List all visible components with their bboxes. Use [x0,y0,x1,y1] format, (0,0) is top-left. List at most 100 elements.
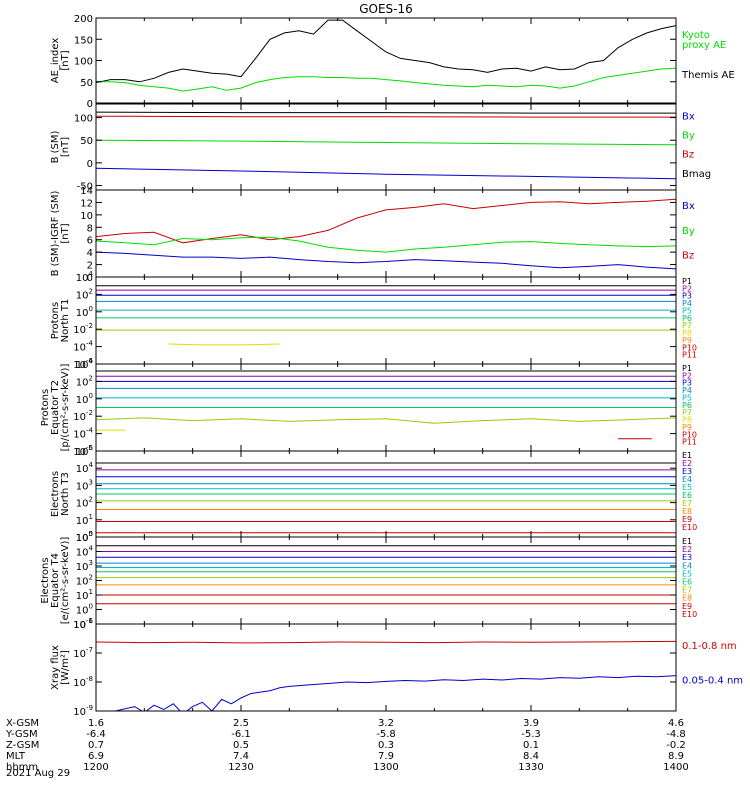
y-axis-label: Protons [40,389,51,426]
legend-entry: E2 [682,459,692,468]
y-tick-label: 10-7 [73,646,93,660]
legend-entry: E7 [682,586,692,595]
y-tick-label: 2 [87,261,93,272]
axis-row-value: -5.3 [521,729,541,740]
series-group [96,111,676,180]
y-tick-label: 6 [87,236,93,247]
y-axis-label: North T3 [60,472,71,516]
legend-entry: P11 [682,351,697,360]
panel-2: -50 0 50 100 B (SM) [nT] Bx By Bz Bmag [50,103,711,192]
y-tick-label: 102 [76,374,93,388]
axis-row-value: 1400 [663,762,688,773]
y-tick-label: 10-2 [73,409,93,423]
axis-row-value: 0.1 [523,740,539,751]
axis-row-value: 3.2 [378,718,394,729]
axis-row-value: -0.2 [666,740,686,751]
y-tick-label: 14 [80,186,93,197]
legend-entry: 0.05-0.4 nm [682,676,743,687]
legend-entry: P11 [682,438,697,447]
legend-entry: P3 [682,379,692,388]
axis-row-value: -4.8 [666,729,686,740]
series-group [96,285,676,346]
axis-row-value: 1300 [373,762,398,773]
axis-row-label: MLT [6,751,26,762]
axis-row-value: -6.1 [231,729,251,740]
axis-row-value: 0.7 [88,740,104,751]
axis-row-value: 1200 [83,762,108,773]
y-axis-label: Equator T2 [50,380,61,435]
y-axis-label: [e/(cm²-s-sr-keV)] [60,537,71,625]
axis-row-label: Z-GSM [6,740,39,751]
legend-entry: By [682,226,695,237]
y-tick-label: 105 [76,530,93,544]
series-line-Bx [96,251,676,270]
y-tick-label: 0 [87,273,93,284]
legend-entry: P1 [682,364,692,373]
series-group [96,198,676,270]
series-line-By [96,236,676,253]
legend-entry: P6 [682,314,692,323]
legend-entry: P8 [682,416,692,425]
legend-entry: Bz [682,251,694,262]
y-tick-label: 10 [80,211,93,222]
y-tick-label: 100 [76,392,93,406]
y-axis-label: Protons [50,302,61,339]
axis-row-value: 6.9 [88,751,104,762]
y-tick-label: 10-2 [73,322,93,336]
y-tick-label: 150 [74,35,93,46]
axis-row-label: Y-GSM [5,729,38,740]
series-group [96,370,676,440]
legend-entry: proxy AE [682,40,726,51]
legend-entry: E1 [682,537,692,546]
series-line-0.1-0.8-nm [96,640,676,644]
legend-entry: E6 [682,578,692,587]
series-line-Kyoto-proxy-AE [96,67,676,92]
axis-row-value: 8.9 [668,751,684,762]
legend-entry: P6 [682,401,692,410]
y-axis-label: Equator T4 [50,553,61,608]
legend-entry: P9 [682,336,692,345]
axis-row-value: 0.3 [378,740,394,751]
legend-entry: E1 [682,451,692,460]
y-tick-label: 8 [87,223,93,234]
y-axis-label: [W/m²] [60,650,71,685]
legend-entry: Themis AE [681,70,735,81]
series-group [96,545,676,605]
legend-entry: Bmag [682,169,711,180]
legend-entry: P3 [682,292,692,301]
legend-entry: 0.1-0.8 nm [682,641,737,652]
y-axis-label: North T1 [60,299,71,343]
series-line-By [96,139,676,146]
y-tick-label: 10-4 [73,427,93,441]
legend-entry: E9 [682,515,692,524]
legend-entry: E8 [682,594,692,603]
y-axis-label: Xray flux [50,645,61,690]
legend-entry: E3 [682,467,692,476]
legend-entry: E10 [682,610,697,619]
axis-row-value: 4.6 [668,718,684,729]
panel-frame [95,17,677,104]
legend-entry: P7 [682,408,692,417]
series-line-Bz [96,115,676,118]
axis-row-value: 1.6 [88,718,104,729]
legend-entry: E3 [682,553,692,562]
legend-entry: P7 [682,321,692,330]
legend-entry: P1 [682,277,692,286]
y-axis-label: B (SM)-IGRF (SM) [50,191,61,277]
legend-entry: Kyoto [682,30,710,41]
y-tick-label: 103 [76,478,93,492]
date-label: 2021 Aug 29 [6,768,70,779]
legend-entry: P8 [682,329,692,338]
legend-entry: P4 [682,386,692,395]
y-tick-label: 0 [87,159,93,170]
y-tick-label: 105 [76,444,93,458]
y-tick-label: 103 [76,559,93,573]
y-tick-label: 50 [80,78,93,89]
series-group [96,640,676,711]
legend-entry: E7 [682,499,692,508]
legend-entry: P2 [682,371,692,380]
